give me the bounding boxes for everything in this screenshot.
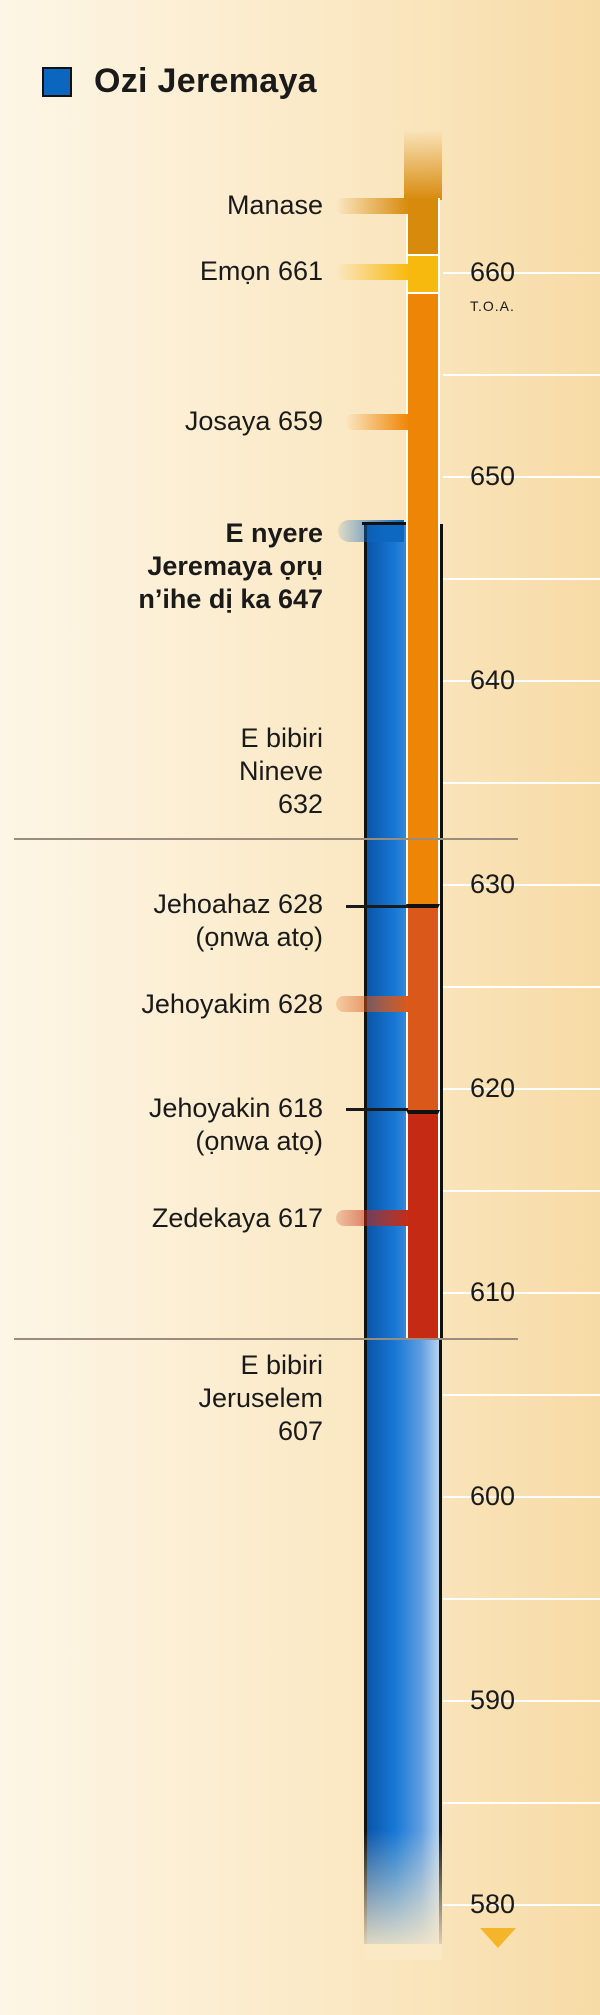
era-label: T.O.A. [470, 298, 515, 314]
label-emon: Emọn 661 [199, 256, 323, 286]
tick-label: 640 [470, 665, 516, 695]
label-jeremaya-commission: E nyere Jeremaya ọrụ n’ihe dị ka 647 [138, 518, 323, 614]
segment-manase [406, 198, 440, 254]
label-jehoyakim: Jehoyakim 628 [141, 989, 323, 1019]
gridline [443, 374, 600, 376]
gridline [443, 782, 600, 784]
nineve-line [14, 838, 518, 840]
jeremaya-start-connector [338, 520, 404, 542]
connector-jehoyakim [336, 996, 409, 1012]
gridline [443, 884, 600, 886]
gridline [443, 1088, 600, 1090]
segment-zedekaya [406, 1110, 440, 1340]
tick-label: 630 [470, 869, 516, 899]
gridline [443, 1598, 600, 1600]
tick-label: 660 [470, 257, 516, 287]
gridline [443, 476, 600, 478]
jeremaya-start-edge [362, 522, 408, 525]
legend-swatch [42, 66, 72, 97]
tick-label: 650 [470, 461, 516, 491]
continue-arrow-icon [480, 1928, 516, 1948]
jerusalem-line [14, 1338, 518, 1340]
jeremaya-bar-fade [364, 1830, 442, 1960]
label-zedekaya: Zedekaya 617 [151, 1203, 323, 1233]
tick-label: 610 [470, 1277, 516, 1307]
gridline [443, 272, 600, 274]
connector-manase [335, 198, 409, 214]
tick-label: 620 [470, 1073, 516, 1103]
connector-josaya [345, 414, 409, 430]
gridline [443, 1496, 600, 1498]
segment-josaya [406, 292, 440, 904]
segment-emon [406, 254, 440, 292]
label-jehoyakin: Jehoyakin 618 (ọnwa atọ) [148, 1093, 323, 1156]
label-jehoahaz: Jehoahaz 628 (ọnwa atọ) [153, 889, 323, 952]
connector-emon [335, 264, 409, 280]
connector-jehoahaz [346, 905, 408, 908]
segment-jehoyakim [406, 904, 440, 1110]
tick-label: 600 [470, 1481, 516, 1511]
label-manase: Manase [226, 190, 323, 220]
gridline [443, 1190, 600, 1192]
tick-label: 580 [470, 1889, 516, 1919]
label-jerusalem-destroyed: E bibiri Jeruselem 607 [198, 1350, 323, 1446]
tick-label: 590 [470, 1685, 516, 1715]
connector-jehoyakin [346, 1108, 408, 1111]
gridline [443, 1394, 600, 1396]
gridline [443, 1292, 600, 1294]
gridline [443, 680, 600, 682]
legend: Ozi Jeremaya [42, 62, 317, 101]
gridline [443, 578, 600, 580]
gridline [443, 1802, 600, 1804]
gridline [443, 1904, 600, 1906]
gridline [443, 986, 600, 988]
connector-zedekaya [336, 1210, 409, 1226]
gridline [443, 1700, 600, 1702]
label-nineve-destroyed: E bibiri Nineve 632 [238, 723, 323, 819]
legend-label: Ozi Jeremaya [94, 62, 317, 100]
label-josaya: Josaya 659 [184, 406, 323, 436]
column-fade-top [404, 130, 442, 200]
segment-right-edge [440, 524, 443, 1340]
